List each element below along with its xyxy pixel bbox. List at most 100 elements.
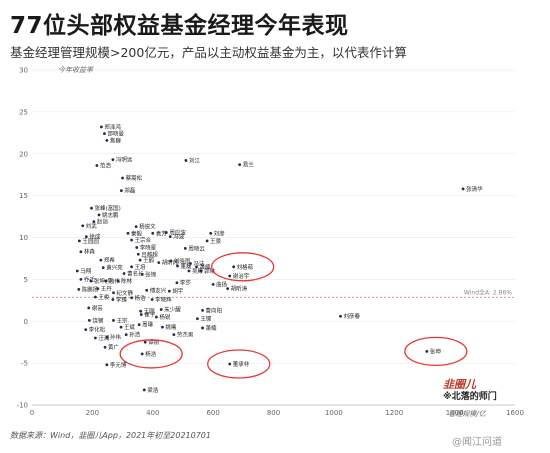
page-title: 77位头部权益基金经理今年表现 (10, 13, 349, 39)
data-point (87, 319, 91, 322)
data-point (77, 288, 81, 291)
data-point (201, 308, 204, 312)
data-point (96, 287, 100, 290)
point-label: 易兰 (243, 161, 255, 169)
y-axis-label: 今年收益率 (58, 66, 94, 74)
data-point (79, 277, 83, 281)
point-label: 焦巍 (110, 136, 122, 144)
data-point (228, 362, 232, 366)
highlight-circle (211, 252, 275, 282)
point-label: 董磊 (181, 262, 193, 270)
point-label: 杨浩 (145, 350, 157, 358)
ticks-layer: -10 -5 0 5 10 15 20 25 30 0 200 400 600 800 1000 1200 14… (17, 67, 524, 418)
data-point (139, 313, 143, 316)
data-point (205, 239, 209, 243)
data-point (90, 206, 93, 210)
point-label: 李晓星 (140, 244, 157, 252)
data-point (135, 246, 139, 249)
data-point (81, 224, 85, 228)
point-label: 刘彦春 (344, 312, 361, 320)
data-point (167, 289, 171, 293)
data-point (169, 259, 173, 263)
data-point (111, 298, 115, 301)
point-label: 王宗 (117, 316, 129, 324)
data-point (119, 325, 123, 329)
point-label: 李晓辉 (155, 295, 172, 303)
y-tick-label: -5 (21, 360, 28, 368)
data-point (164, 231, 168, 234)
point-label: 胡宇 (172, 287, 184, 295)
data-point (168, 235, 172, 239)
logo-line1: 韭圈儿 (443, 378, 476, 391)
point-label: 曹名长 (127, 270, 144, 278)
data-point (238, 163, 242, 167)
highlight-circle (207, 349, 271, 379)
data-point (461, 187, 465, 191)
point-label: 曹向阳 (206, 306, 223, 314)
point-label: 李化松 (89, 326, 106, 334)
data-point (84, 328, 88, 332)
point-label: 冯法 (193, 259, 205, 267)
data-point (184, 159, 188, 162)
point-label: 赵诣 (97, 218, 109, 226)
data-point (157, 261, 161, 265)
point-label: 郑磊 (124, 187, 136, 195)
point-label: 吕越超 (141, 250, 158, 258)
highlight-circle (404, 336, 468, 367)
point-label: 胡昕涛 (231, 285, 248, 293)
data-point (103, 132, 106, 136)
point-label: 马翔 (80, 267, 92, 275)
point-label: 胡昕炜 (162, 259, 179, 267)
data-point (124, 333, 128, 337)
data-point (211, 283, 215, 286)
point-label: 王俊 (98, 293, 110, 301)
data-point (209, 231, 213, 235)
point-label: 萧楠 (206, 324, 218, 332)
data-point (122, 272, 126, 275)
data-point (139, 309, 143, 313)
point-label: 蔡嵩松 (126, 174, 143, 182)
data-point (159, 308, 163, 311)
point-label: 孙伟 (109, 277, 121, 285)
point-label: 谭丽 (148, 338, 160, 346)
point-label: 秦毅 (131, 229, 143, 237)
data-point (111, 158, 115, 162)
data-point (79, 250, 83, 254)
point-label: 王鹤 (143, 256, 155, 264)
data-point (142, 388, 146, 392)
point-label: 张清华 (466, 185, 483, 193)
point-label: 王刚 (144, 307, 156, 315)
data-point (138, 258, 142, 262)
reference-layer: Wind全A: 2.86% (32, 288, 515, 298)
point-label: 张峰(富国) (94, 204, 120, 212)
point-label: 郭琳 (204, 267, 216, 275)
point-label: 李臻 (116, 295, 128, 303)
point-label: 董承非 (233, 360, 250, 368)
point-label: 朱少醒 (164, 306, 181, 314)
point-label: 谢芸 (92, 304, 104, 312)
y-tick-label: 25 (19, 108, 28, 116)
data-point (121, 176, 124, 180)
point-label: 谢治宇 (233, 272, 250, 280)
data-point (130, 238, 134, 242)
point-label: 黄兴亮 (106, 264, 123, 272)
point-label: 饶钢 (92, 316, 104, 324)
data-point (130, 265, 134, 269)
point-label: 王键 (200, 315, 212, 323)
point-label: 王斌 (124, 323, 136, 331)
point-label: 陈林 (121, 277, 133, 285)
point-label: 王培 (135, 263, 147, 271)
data-point (189, 262, 192, 265)
data-point (151, 231, 155, 235)
point-label: 周晓云 (188, 244, 205, 252)
data-point (425, 350, 429, 353)
point-label: 郑泽鸿 (104, 123, 121, 131)
data-point (105, 138, 109, 142)
y-tick-label: -10 (17, 402, 28, 410)
highlight-circle (119, 339, 183, 369)
data-point (87, 306, 91, 310)
data-point (140, 272, 144, 276)
point-label: 李莎 (180, 279, 192, 287)
point-label: 王宗合 (135, 236, 152, 244)
point-label: 李元博 (110, 361, 127, 369)
